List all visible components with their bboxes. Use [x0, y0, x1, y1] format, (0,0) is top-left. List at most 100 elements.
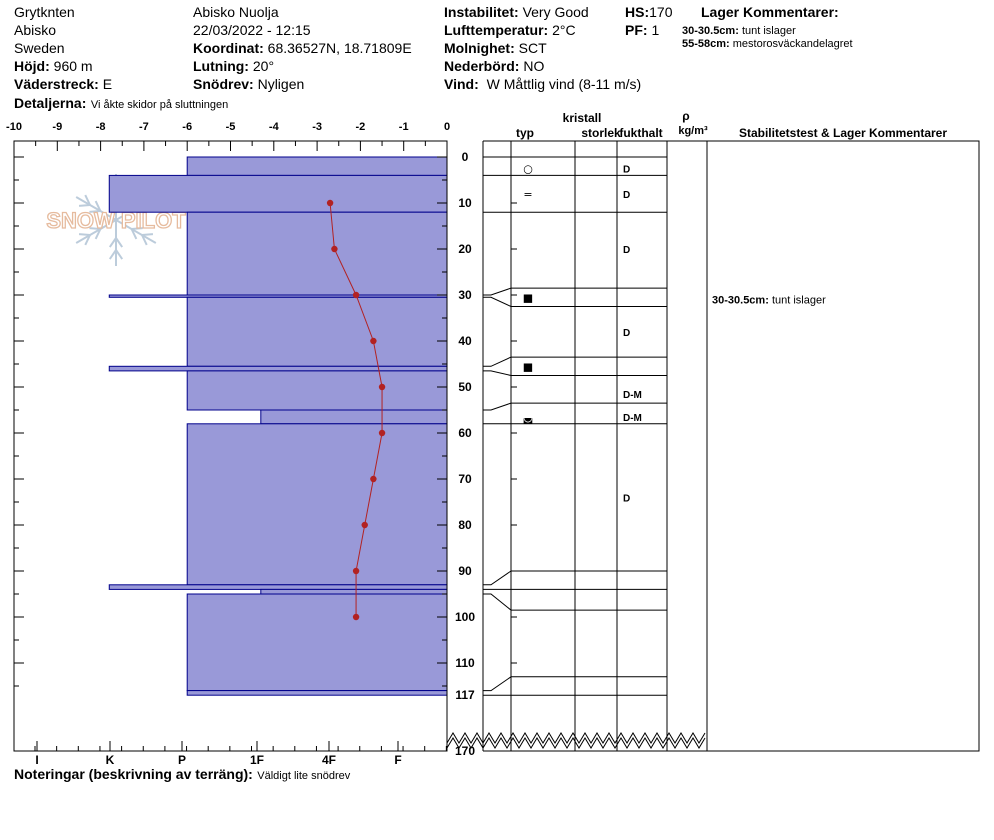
- hardness-layer-1: [108, 174, 448, 213]
- snowflake-branch: [84, 194, 91, 206]
- hardness-tick-label: 1F: [250, 753, 264, 767]
- header-rho: ρ: [682, 109, 689, 123]
- temperature-point: [378, 383, 386, 391]
- layer-comments-title: Lager Kommentarer:: [701, 4, 839, 20]
- temp-tick-label: -5: [226, 121, 236, 133]
- depth-label: 50: [458, 380, 472, 394]
- wind-value: W Måttlig vind (8-11 m/s): [486, 76, 642, 92]
- break-mark: [446, 737, 706, 749]
- moisture-label: D: [623, 328, 630, 339]
- location-name: Grytknten: [14, 4, 75, 20]
- layer-comment-2-text: mestorosväckandelagret: [732, 38, 853, 50]
- header-typ: typ: [516, 126, 534, 140]
- grain-type-symbol: ■: [523, 360, 533, 373]
- grain-type-symbol: ◛: [523, 411, 534, 424]
- temperature-point: [326, 199, 334, 207]
- penetration: PF: 1: [625, 22, 659, 38]
- depth-label: 10: [458, 196, 472, 210]
- layer-comment-1-range: 30-30.5cm:: [682, 25, 739, 37]
- hardness-layer-12: [186, 690, 448, 696]
- wind-label: Vind:: [444, 76, 479, 92]
- cloud-cover-label: Molnighet:: [444, 40, 515, 56]
- temperature-point: [352, 291, 360, 299]
- slope-value: 20°: [252, 58, 275, 74]
- depth-label: 117: [455, 688, 475, 702]
- terrain-notes-label: Noteringar (beskrivning av terräng):: [14, 766, 253, 782]
- hardness-layer-9: [108, 584, 448, 590]
- temp-tick-label: -9: [52, 121, 62, 133]
- snowflake-branch: [141, 233, 154, 236]
- depth-label: 20: [458, 242, 472, 256]
- snowflake-branch: [94, 200, 102, 212]
- snowflake-branch: [141, 234, 148, 246]
- temp-tick-label: -1: [399, 121, 409, 133]
- layer-connector: [483, 370, 512, 376]
- layer-connector: [483, 593, 512, 611]
- aspect-label: Väderstreck:: [14, 76, 99, 92]
- elevation-label: Höjd:: [14, 58, 50, 74]
- hardness-tick-label: K: [106, 753, 115, 767]
- temperature-point: [352, 613, 360, 621]
- region-name: Abisko: [14, 22, 57, 38]
- details-value: Vi åkte skidor på sluttningen: [90, 99, 229, 111]
- penetration-value: 1: [651, 22, 660, 38]
- stability-label: Instabilitet:: [444, 4, 519, 20]
- depth-label: 110: [455, 656, 475, 670]
- hardness-layer-11: [186, 593, 448, 692]
- hardness-tick-label: I: [35, 753, 38, 767]
- layer-comment-2-range: 55-58cm:: [682, 38, 730, 50]
- site-name: Abisko Nuolja: [193, 4, 279, 20]
- layer-connector: [483, 402, 512, 411]
- depth-label: 60: [458, 426, 472, 440]
- stability-comment-text: tunt islager: [772, 295, 826, 307]
- moisture-label: D: [623, 190, 630, 201]
- layer-connector: [483, 296, 512, 307]
- header-fukthalt: fukthalt: [619, 126, 662, 140]
- hardness-layer-4: [186, 296, 448, 367]
- temp-tick-label: -2: [356, 121, 366, 133]
- temp-tick-label: -4: [269, 121, 280, 133]
- hardness-layer-10: [260, 588, 448, 595]
- temperature-line: [329, 202, 383, 617]
- stability: Instabilitet: Very Good: [444, 4, 589, 20]
- temp-tick-label: -3: [312, 121, 322, 133]
- slope-label: Lutning:: [193, 58, 249, 74]
- layer-comment-1: 30-30.5cm: tunt islager: [682, 25, 796, 37]
- stability-comment: 30-30.5cm: tunt islager: [712, 295, 826, 307]
- grain-type-symbol: ■: [523, 291, 533, 304]
- snowflake-branch: [131, 227, 143, 230]
- layer-connector: [483, 570, 512, 586]
- snowflake-branch: [94, 228, 102, 240]
- details-label: Detaljerna:: [14, 95, 87, 111]
- layer-connector: [483, 287, 512, 296]
- snow-height: HS:170: [625, 4, 672, 20]
- snowflake-arm: [115, 219, 157, 244]
- country-name: Sweden: [14, 40, 65, 56]
- coordinates: Koordinat: 68.36527N, 18.71809E: [193, 40, 412, 56]
- temp-tick-label: -6: [182, 121, 192, 133]
- terrain-notes-value: Väldigt lite snödrev: [257, 770, 351, 782]
- temp-tick-label: -8: [96, 121, 106, 133]
- snowflake-branch: [108, 237, 117, 248]
- slope: Lutning: 20°: [193, 58, 274, 74]
- temperature-point: [352, 567, 360, 575]
- grain-type-symbol: =: [523, 188, 532, 201]
- layer-comment-1-text: tunt islager: [741, 25, 796, 37]
- snowflake-branch: [89, 227, 101, 230]
- coordinates-label: Koordinat:: [193, 40, 264, 56]
- temperature-point: [378, 429, 386, 437]
- elevation: Höjd: 960 m: [14, 58, 93, 74]
- snowflake-branch: [78, 233, 91, 236]
- layer-connector: [483, 356, 512, 367]
- aspect-value: E: [102, 76, 113, 92]
- hardness-layer-8: [186, 423, 448, 586]
- header-rho-unit: kg/m³: [678, 125, 708, 137]
- hardness-layer-6: [186, 370, 448, 411]
- stability-value: Very Good: [522, 4, 589, 20]
- moisture-label: D: [623, 245, 630, 256]
- aspect: Väderstreck: E: [14, 76, 112, 92]
- layer-comment-2: 55-58cm: mestorosväckandelagret: [682, 38, 853, 50]
- penetration-label: PF:: [625, 22, 648, 38]
- wind-loading-label: Snödrev:: [193, 76, 254, 92]
